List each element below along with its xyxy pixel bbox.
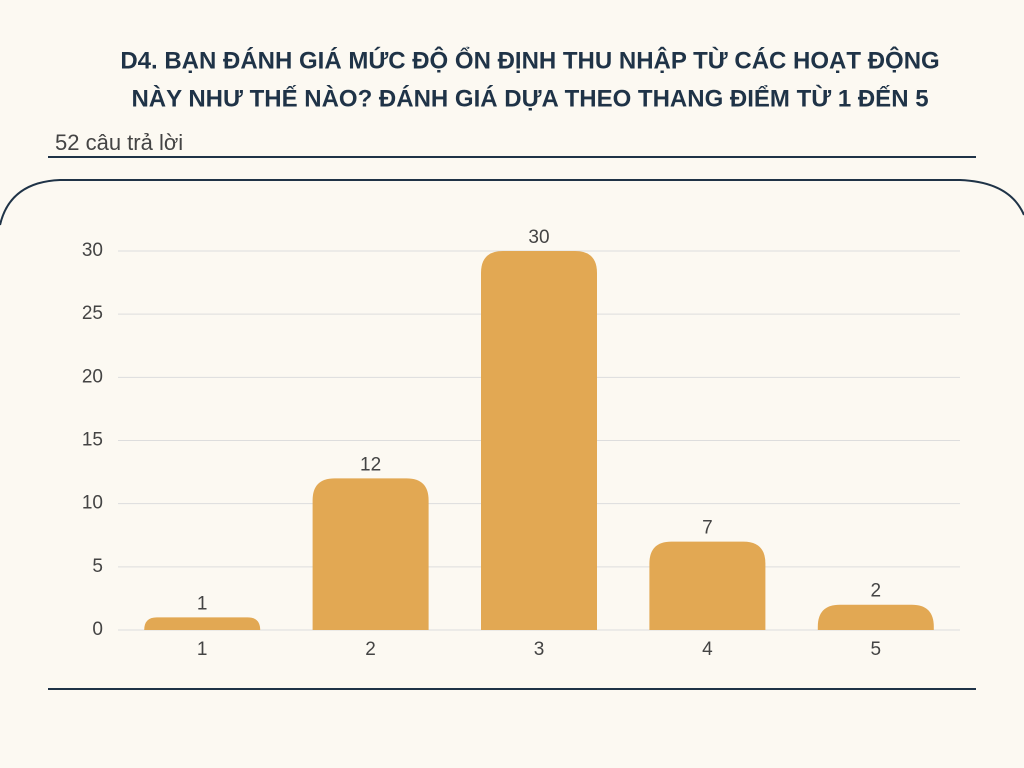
value-label: 2: [871, 581, 882, 602]
y-tick-label: 0: [92, 619, 103, 640]
x-tick-label: 5: [871, 639, 882, 660]
value-label: 1: [197, 593, 208, 614]
chart-title: NÀY NHƯ THẾ NÀO? ĐÁNH GIÁ DỰA THEO THANG…: [131, 84, 928, 112]
y-tick-label: 20: [82, 366, 103, 387]
bar: [312, 478, 429, 630]
y-tick-label: 30: [82, 240, 103, 261]
value-label: 7: [702, 518, 713, 539]
bar: [481, 251, 597, 630]
bar: [649, 541, 766, 630]
y-tick-label: 5: [92, 556, 103, 577]
y-tick-label: 15: [82, 430, 103, 451]
value-label: 30: [528, 227, 549, 248]
value-label: 12: [360, 454, 381, 475]
bar: [144, 617, 261, 630]
chart-subtitle: 52 câu trả lời: [55, 130, 183, 155]
card-border: [0, 179, 1024, 226]
chart-title: D4. BẠN ĐÁNH GIÁ MỨC ĐỘ ỔN ĐỊNH THU NHẬP…: [120, 46, 939, 74]
x-tick-label: 1: [197, 639, 208, 660]
bar: [817, 604, 934, 630]
y-tick-label: 25: [82, 303, 103, 324]
y-tick-label: 10: [82, 493, 103, 514]
x-tick-label: 3: [534, 639, 545, 660]
x-tick-label: 4: [702, 639, 713, 660]
x-tick-label: 2: [365, 639, 376, 660]
